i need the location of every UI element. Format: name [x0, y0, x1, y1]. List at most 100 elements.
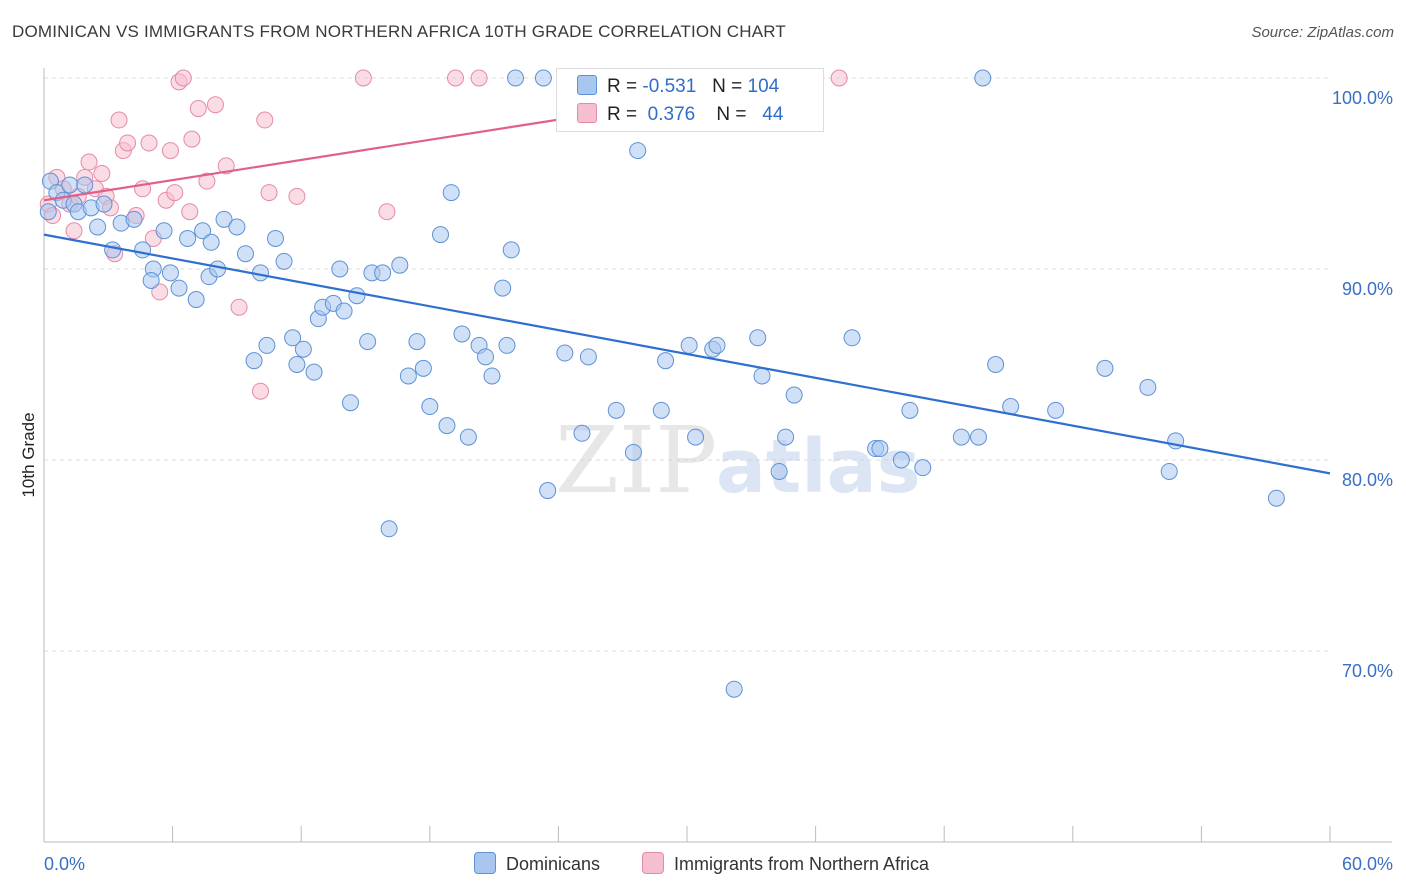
- point-immigrants: [447, 69, 465, 87]
- point-dominicans: [359, 333, 377, 351]
- point-dominicans: [288, 356, 306, 373]
- point-dominicans: [987, 356, 1005, 373]
- point-immigrants: [230, 298, 248, 316]
- point-dominicans: [969, 428, 987, 446]
- point-dominicans: [843, 329, 861, 347]
- point-dominicans: [914, 459, 932, 477]
- point-immigrants: [140, 134, 158, 152]
- legend-r-label: R =: [607, 104, 638, 125]
- point-dominicans: [871, 440, 889, 458]
- legend-r-label: R =: [607, 76, 638, 97]
- trend-line-dominicans: [43, 233, 1331, 475]
- x-tick-label: 0.0%: [44, 854, 85, 874]
- point-immigrants: [65, 222, 83, 240]
- point-dominicans: [170, 279, 188, 297]
- point-dominicans: [687, 428, 705, 446]
- point-dominicans: [952, 428, 970, 446]
- point-immigrants: [181, 203, 199, 221]
- bottom-legend-immigrants: Immigrants from Northern Africa: [642, 852, 929, 875]
- point-dominicans: [179, 229, 197, 247]
- point-dominicans: [161, 264, 179, 282]
- point-dominicans: [348, 287, 366, 305]
- point-dominicans: [892, 451, 910, 469]
- point-dominicans: [125, 210, 143, 228]
- y-tick-label: 70.0%: [1342, 661, 1393, 681]
- legend-n-value: 104: [747, 76, 780, 97]
- point-dominicans: [502, 241, 520, 259]
- legend-swatch-pink: [577, 103, 597, 123]
- point-dominicans: [725, 680, 743, 698]
- point-dominicans: [777, 428, 795, 446]
- point-dominicans: [421, 398, 439, 416]
- y-axis-title: 10th Grade: [19, 412, 38, 497]
- point-immigrants: [183, 130, 201, 148]
- legend-r-value: 0.376: [647, 104, 696, 125]
- point-dominicans: [194, 222, 212, 240]
- point-dominicans: [770, 462, 788, 480]
- legend-n-value: 44: [762, 104, 784, 125]
- point-dominicans: [438, 417, 456, 435]
- chart-title: DOMINICAN VS IMMIGRANTS FROM NORTHERN AF…: [12, 22, 787, 41]
- point-dominicans: [652, 401, 670, 419]
- legend-swatch-pink: [642, 852, 664, 874]
- point-dominicans: [61, 176, 79, 194]
- x-tick-label: 60.0%: [1342, 854, 1393, 874]
- point-immigrants: [151, 283, 169, 301]
- point-immigrants: [189, 100, 207, 118]
- point-dominicans: [749, 329, 767, 347]
- legend-row-immigrants: R = 0.376 N = 44: [577, 103, 783, 126]
- point-dominicans: [95, 195, 113, 213]
- point-immigrants: [256, 111, 274, 129]
- series-dominicans-points: [39, 69, 1285, 698]
- point-dominicans: [89, 218, 107, 236]
- point-dominicans: [266, 229, 284, 247]
- point-dominicans: [459, 428, 477, 446]
- point-dominicans: [215, 210, 233, 228]
- y-tick-label: 90.0%: [1342, 279, 1393, 299]
- bottom-legend-dominicans: Dominicans: [474, 852, 600, 875]
- point-dominicans: [202, 233, 220, 251]
- point-dominicans: [1160, 462, 1178, 480]
- point-dominicans: [573, 424, 591, 442]
- point-dominicans: [155, 222, 173, 240]
- chart-source: Source: ZipAtlas.com: [1251, 24, 1394, 41]
- point-immigrants: [260, 184, 278, 202]
- point-dominicans: [380, 520, 398, 538]
- point-dominicans: [142, 271, 160, 289]
- point-immigrants: [166, 184, 184, 202]
- axis-labels: 70.0% 80.0% 90.0% 100.0% 0.0% 60.0% 10th Grade: [19, 88, 1393, 874]
- point-dominicans: [1139, 378, 1157, 396]
- point-dominicans: [331, 260, 349, 278]
- point-dominicans: [785, 386, 803, 404]
- point-dominicans: [753, 367, 771, 385]
- point-dominicans: [341, 394, 359, 412]
- point-dominicans: [275, 252, 293, 270]
- point-dominicans: [391, 256, 409, 274]
- point-dominicans: [680, 336, 698, 354]
- point-dominicans: [245, 352, 263, 370]
- point-dominicans: [408, 333, 426, 351]
- point-dominicans: [1047, 401, 1065, 419]
- point-dominicans: [901, 401, 919, 419]
- point-immigrants: [119, 134, 137, 152]
- point-dominicans: [76, 176, 94, 194]
- point-dominicans: [258, 336, 276, 354]
- point-dominicans: [498, 336, 516, 354]
- legend-r-value: -0.531: [642, 76, 697, 97]
- legend-label-immigrants: Immigrants from Northern Africa: [674, 854, 930, 874]
- point-dominicans: [284, 329, 302, 347]
- point-dominicans: [432, 226, 450, 244]
- point-immigrants: [206, 96, 224, 114]
- legend-row-dominicans: R = -0.531 N = 104: [577, 75, 779, 98]
- point-dominicans: [442, 184, 460, 202]
- point-immigrants: [198, 172, 216, 190]
- point-immigrants: [80, 153, 98, 171]
- point-immigrants: [288, 187, 306, 205]
- point-dominicans: [974, 69, 992, 87]
- y-tick-label: 80.0%: [1342, 470, 1393, 490]
- point-dominicans: [453, 325, 471, 343]
- point-dominicans: [1267, 489, 1285, 507]
- point-dominicans: [657, 352, 675, 370]
- legend-n-label: N =: [712, 76, 743, 97]
